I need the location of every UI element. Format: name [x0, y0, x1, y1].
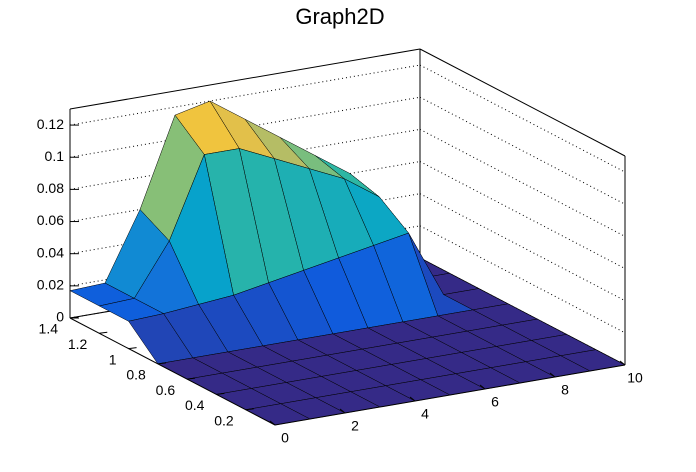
- z-tick-label: 0: [56, 309, 64, 325]
- x-tick-label: 2: [351, 418, 359, 434]
- grid-line: [419, 64, 626, 173]
- x-tick-label: 6: [491, 394, 499, 410]
- x-tick: [549, 372, 556, 378]
- grid-line: [419, 225, 626, 334]
- y-tick-label: 0.8: [126, 367, 146, 383]
- grid-line: [419, 193, 626, 302]
- x-tick: [269, 420, 276, 426]
- z-tick-label: 0.08: [37, 180, 64, 196]
- z-tick-label: 0.1: [45, 148, 65, 164]
- frame-line: [69, 48, 421, 110]
- x-tick-label: 10: [627, 370, 643, 386]
- grid-line: [419, 161, 626, 269]
- x-tick: [409, 396, 416, 402]
- y-tick: [187, 377, 196, 380]
- grid-line: [419, 96, 626, 205]
- grid-line: [419, 128, 626, 237]
- y-tick-label: 1: [109, 351, 117, 367]
- y-tick-label: 0.6: [156, 382, 176, 398]
- y-tick: [245, 408, 254, 411]
- y-tick-label: 1.4: [39, 321, 59, 337]
- y-tick-label: 0.2: [214, 412, 234, 428]
- x-tick: [339, 408, 346, 414]
- y-tick-label: 0.4: [185, 397, 205, 413]
- grid-line: [69, 64, 421, 126]
- y-tick: [69, 316, 79, 319]
- z-tick-label: 0.12: [37, 116, 64, 132]
- x-tick-label: 0: [281, 430, 289, 446]
- y-axis: [69, 317, 276, 426]
- y-tick: [99, 331, 108, 334]
- x-tick: [479, 384, 486, 390]
- x-axis: [274, 364, 626, 426]
- frame-line: [419, 48, 626, 157]
- x-tick-label: 8: [561, 382, 569, 398]
- y-tick: [216, 392, 225, 395]
- y-tick: [128, 347, 137, 350]
- z-tick-label: 0.06: [37, 212, 64, 228]
- x-tick-label: 4: [421, 406, 429, 422]
- chart-title: Graph2D: [295, 4, 384, 29]
- z-tick-label: 0.04: [37, 244, 64, 260]
- y-tick-label: 1.2: [68, 336, 88, 352]
- x-tick: [619, 360, 626, 366]
- z-tick-label: 0.02: [37, 277, 64, 293]
- y-tick: [157, 362, 166, 365]
